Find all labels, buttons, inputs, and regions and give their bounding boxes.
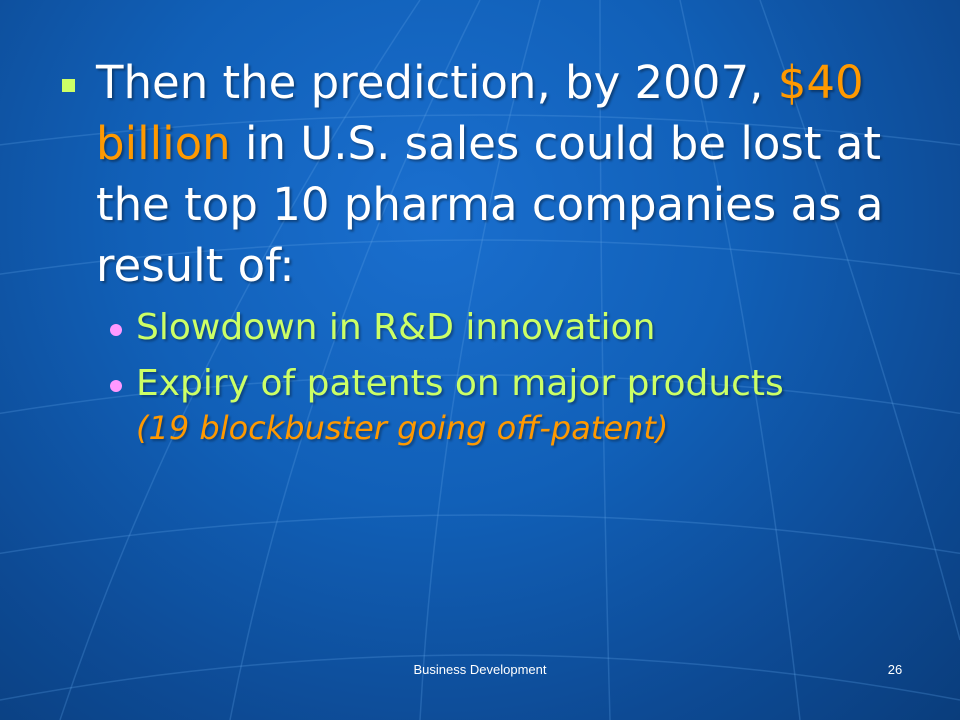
highlight-amount: $40 billion <box>96 56 864 170</box>
dot-bullet-icon <box>110 380 122 392</box>
sub-bullet-list: Slowdown in R&D innovation Expiry of pat… <box>60 304 940 448</box>
sub-bullet-item: Slowdown in R&D innovation <box>108 304 940 352</box>
slide-content: Then the prediction, by 2007, $40 billio… <box>60 52 940 456</box>
square-bullet-icon <box>62 79 75 92</box>
sub-bullet-text: Expiry of patents on major products <box>136 363 784 404</box>
main-bullet-text: Then the prediction, by 2007, <box>96 56 778 109</box>
sub-bullet-note: (19 blockbuster going off-patent) <box>136 409 669 447</box>
slide-footer: Business Development <box>413 662 547 677</box>
main-bullet-text-rest: in U.S. sales could be lost at the top 1… <box>96 117 884 292</box>
sub-bullet-item: Expiry of patents on major products (19 … <box>108 360 940 448</box>
dot-bullet-icon <box>110 324 122 336</box>
sub-bullet-text: Slowdown in R&D innovation <box>136 307 656 348</box>
main-bullet: Then the prediction, by 2007, $40 billio… <box>60 52 940 296</box>
page-number: 26 <box>887 662 903 677</box>
